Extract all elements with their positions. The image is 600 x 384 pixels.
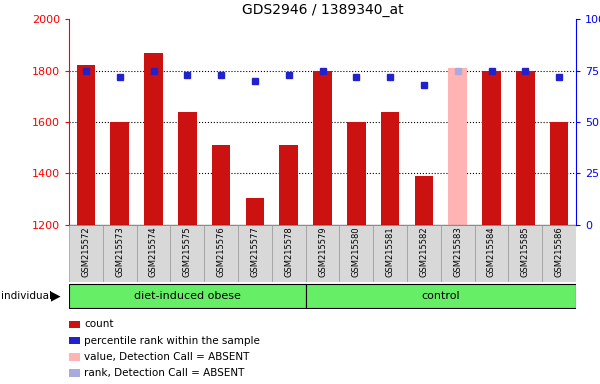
Text: GSM215585: GSM215585	[521, 227, 530, 277]
Bar	[542, 225, 576, 282]
Bar	[178, 112, 197, 225]
Bar	[550, 122, 568, 225]
Text: GSM215575: GSM215575	[183, 227, 192, 277]
Text: GSM215573: GSM215573	[115, 227, 124, 277]
Text: GSM215574: GSM215574	[149, 227, 158, 277]
Text: diet-induced obese: diet-induced obese	[134, 291, 241, 301]
Bar	[245, 198, 264, 225]
Text: value, Detection Call = ABSENT: value, Detection Call = ABSENT	[84, 352, 250, 362]
Bar	[170, 225, 204, 282]
Bar	[144, 53, 163, 225]
Bar	[280, 145, 298, 225]
Bar	[238, 225, 272, 282]
Bar	[69, 283, 305, 308]
Text: GSM215584: GSM215584	[487, 227, 496, 277]
Bar	[373, 225, 407, 282]
Text: individual: individual	[1, 291, 52, 301]
Text: GSM215576: GSM215576	[217, 227, 226, 277]
Text: GSM215577: GSM215577	[250, 227, 259, 277]
Bar	[272, 225, 305, 282]
Bar	[381, 112, 400, 225]
Bar	[313, 71, 332, 225]
Text: control: control	[421, 291, 460, 301]
Text: GSM215579: GSM215579	[318, 227, 327, 277]
Text: count: count	[84, 319, 113, 329]
Bar	[516, 71, 535, 225]
Bar	[508, 225, 542, 282]
Bar	[340, 225, 373, 282]
Title: GDS2946 / 1389340_at: GDS2946 / 1389340_at	[242, 3, 403, 17]
Bar	[305, 283, 576, 308]
Bar	[212, 145, 230, 225]
Bar	[415, 176, 433, 225]
Bar	[103, 225, 137, 282]
Bar	[110, 122, 129, 225]
Bar	[347, 122, 365, 225]
Text: rank, Detection Call = ABSENT: rank, Detection Call = ABSENT	[84, 368, 244, 378]
Bar	[441, 225, 475, 282]
Text: GSM215581: GSM215581	[386, 227, 395, 277]
Text: GSM215572: GSM215572	[82, 227, 91, 277]
Text: GSM215583: GSM215583	[453, 227, 462, 277]
Bar	[305, 225, 340, 282]
Bar	[69, 225, 103, 282]
Bar	[482, 71, 501, 225]
Text: GSM215578: GSM215578	[284, 227, 293, 277]
Text: GSM215582: GSM215582	[419, 227, 428, 277]
Bar	[137, 225, 170, 282]
Text: GSM215586: GSM215586	[554, 227, 563, 277]
Bar	[475, 225, 508, 282]
Text: ▶: ▶	[51, 289, 61, 302]
Text: percentile rank within the sample: percentile rank within the sample	[84, 336, 260, 346]
Text: GSM215580: GSM215580	[352, 227, 361, 277]
Bar	[204, 225, 238, 282]
Bar	[77, 65, 95, 225]
Bar	[448, 68, 467, 225]
Bar	[407, 225, 441, 282]
